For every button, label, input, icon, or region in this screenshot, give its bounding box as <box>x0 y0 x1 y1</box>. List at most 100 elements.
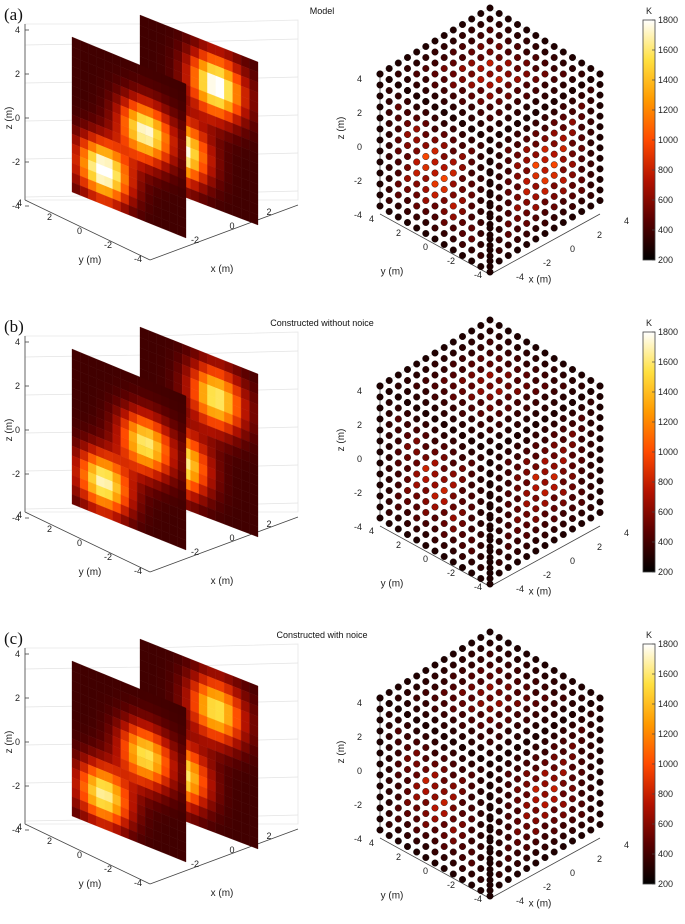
cube-point <box>559 478 567 486</box>
cube-point <box>468 15 476 23</box>
cube-point <box>486 168 494 176</box>
cube-point <box>440 119 448 127</box>
cube-point <box>376 169 384 177</box>
cube-point <box>596 392 604 400</box>
cube-point <box>514 547 522 555</box>
cube-x-axis-label: x (m) <box>529 275 552 286</box>
x-tick-label: 0 <box>229 533 234 543</box>
cube-point <box>486 210 494 218</box>
cube-point <box>532 214 540 222</box>
cube-point <box>449 103 457 111</box>
cube-point <box>413 771 421 779</box>
cube-point <box>440 552 448 560</box>
cube-y-tick-label: 4 <box>369 214 374 224</box>
cube-point <box>422 64 430 72</box>
cube-point <box>440 185 448 193</box>
cube-point <box>504 199 512 207</box>
cube-point <box>578 176 586 184</box>
cube-point <box>523 531 531 539</box>
cube-point <box>596 403 604 411</box>
cube-point <box>422 831 430 839</box>
cube-point <box>532 344 540 352</box>
colorbar-tick-label: 800 <box>658 165 673 175</box>
cube-z-tick-label: -4 <box>354 210 362 220</box>
cube-point <box>587 826 595 834</box>
cube-point <box>495 162 503 170</box>
cube-point <box>569 816 577 824</box>
cube-point <box>569 108 577 116</box>
cube-point <box>514 645 522 653</box>
cube-point <box>523 500 531 508</box>
cube-point <box>376 136 384 144</box>
cube-point <box>431 103 439 111</box>
cube-point <box>495 495 503 503</box>
cube-point <box>468 661 476 669</box>
cube-point <box>376 114 384 122</box>
cube-point <box>404 75 412 83</box>
cube-point <box>459 333 467 341</box>
cube-point <box>578 467 586 475</box>
cube-point <box>569 688 577 696</box>
cube-point <box>449 125 457 133</box>
cube-point <box>504 458 512 466</box>
cube-x-tick-label: -2 <box>543 882 551 892</box>
colorbar-tick-label: 1000 <box>658 135 678 145</box>
cube-x-tick-label: 4 <box>624 840 629 850</box>
y-tick-label: 2 <box>47 524 52 534</box>
cube-point <box>468 793 476 801</box>
cube-point <box>532 515 540 523</box>
cube-point <box>404 754 412 762</box>
cube-point <box>559 467 567 475</box>
cube-point <box>495 743 503 751</box>
colorbar-tick-label: 600 <box>658 507 673 517</box>
cube-point <box>532 420 540 428</box>
cube-point <box>404 699 412 707</box>
cube-point <box>440 75 448 83</box>
cube-point <box>541 229 549 237</box>
cube-point <box>449 536 457 544</box>
cube-point <box>504 781 512 789</box>
cube-point <box>477 355 485 363</box>
cube-point <box>385 108 393 116</box>
cube-point <box>394 804 402 812</box>
z-tick-label: 0 <box>15 113 20 123</box>
cube-point <box>495 152 503 160</box>
cube-point <box>514 710 522 718</box>
cube-point <box>385 409 393 417</box>
cube-point <box>413 716 421 724</box>
cube-point <box>495 464 503 472</box>
cube-point <box>394 202 402 210</box>
cube-point <box>532 161 540 169</box>
cube-point <box>504 251 512 259</box>
cube-point <box>495 344 503 352</box>
cube-point <box>514 235 522 243</box>
cube-point <box>449 448 457 456</box>
cube-point <box>404 376 412 384</box>
cube-point <box>422 541 430 549</box>
cube-point <box>459 453 467 461</box>
slice-cell <box>177 224 187 239</box>
cube-point <box>495 569 503 577</box>
cube-point <box>468 382 476 390</box>
cube-point <box>587 721 595 729</box>
cube-point <box>495 97 503 105</box>
cube-point <box>376 481 384 489</box>
cube-x-tick-label: 0 <box>570 556 575 566</box>
y-tick-label: 2 <box>47 836 52 846</box>
cube-point <box>376 70 384 78</box>
cube-point <box>404 174 412 182</box>
cube-point <box>431 382 439 390</box>
cube-point <box>550 161 558 169</box>
cube-point <box>477 853 485 861</box>
cube-point <box>468 837 476 845</box>
cube-point <box>404 519 412 527</box>
cube-point <box>504 338 512 346</box>
cube-point <box>495 881 503 889</box>
cube-point <box>459 366 467 374</box>
cube-point <box>431 125 439 133</box>
cube-point <box>440 229 448 237</box>
colorbar-tick-label: 1600 <box>658 357 678 367</box>
cube-point <box>523 542 531 550</box>
z-tick-label: -4 <box>12 201 20 211</box>
cube-point <box>376 815 384 823</box>
